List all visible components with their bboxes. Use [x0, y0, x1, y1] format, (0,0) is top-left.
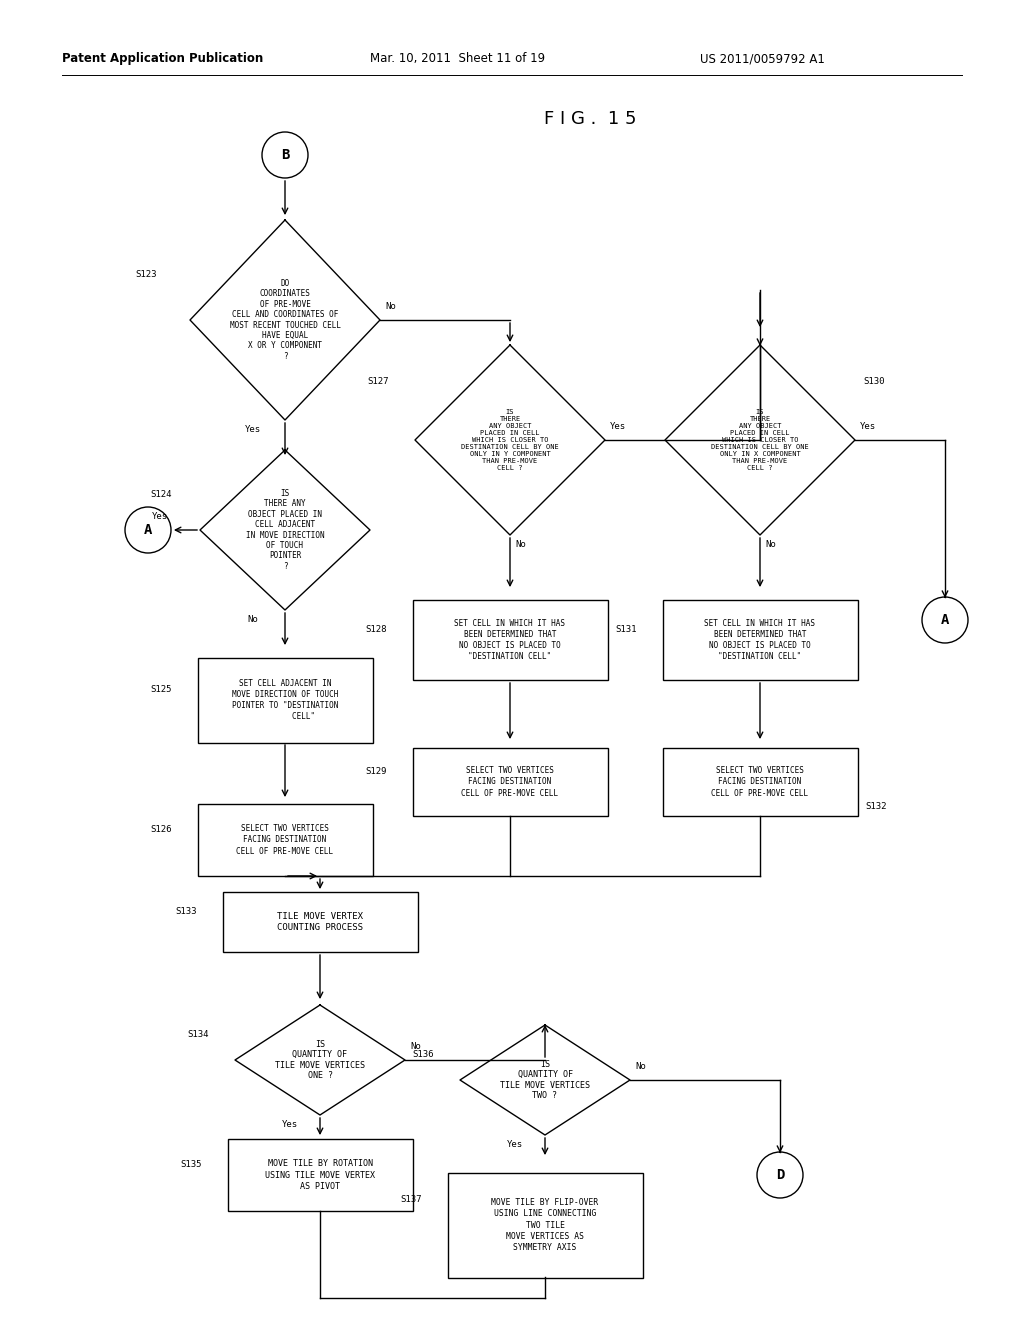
Text: No: No: [515, 540, 525, 549]
Bar: [413, 601, 607, 680]
Bar: [198, 804, 373, 876]
Text: IS
THERE ANY
OBJECT PLACED IN
CELL ADJACENT
IN MOVE DIRECTION
OF TOUCH
POINTER
?: IS THERE ANY OBJECT PLACED IN CELL ADJAC…: [246, 490, 325, 570]
Text: S137: S137: [400, 1195, 422, 1204]
Bar: [227, 1139, 413, 1210]
Text: S123: S123: [135, 271, 157, 279]
Text: S128: S128: [365, 624, 386, 634]
Text: DO
COORDINATES
OF PRE-MOVE
CELL AND COORDINATES OF
MOST RECENT TOUCHED CELL
HAVE: DO COORDINATES OF PRE-MOVE CELL AND COOR…: [229, 279, 341, 360]
Text: S132: S132: [865, 803, 887, 810]
Text: No: No: [385, 302, 395, 312]
Text: F I G .  1 5: F I G . 1 5: [544, 110, 636, 128]
Text: SELECT TWO VERTICES
FACING DESTINATION
CELL OF PRE-MOVE CELL: SELECT TWO VERTICES FACING DESTINATION C…: [237, 825, 334, 855]
Text: S130: S130: [863, 378, 885, 385]
Text: No: No: [247, 615, 258, 624]
Text: A: A: [143, 523, 153, 537]
Bar: [413, 748, 607, 816]
Text: Yes: Yes: [610, 422, 626, 432]
Text: B: B: [281, 148, 289, 162]
Text: IS
QUANTITY OF
TILE MOVE VERTICES
ONE ?: IS QUANTITY OF TILE MOVE VERTICES ONE ?: [275, 1040, 365, 1080]
Text: No: No: [635, 1063, 646, 1071]
Text: No: No: [765, 540, 776, 549]
Text: Mar. 10, 2011  Sheet 11 of 19: Mar. 10, 2011 Sheet 11 of 19: [370, 51, 545, 65]
Text: SELECT TWO VERTICES
FACING DESTINATION
CELL OF PRE-MOVE CELL: SELECT TWO VERTICES FACING DESTINATION C…: [462, 767, 558, 797]
Text: Yes: Yes: [860, 422, 877, 432]
Text: S129: S129: [365, 767, 386, 776]
Text: IS
THERE
ANY OBJECT
PLACED IN CELL
WHICH IS CLOSER TO
DESTINATION CELL BY ONE
ON: IS THERE ANY OBJECT PLACED IN CELL WHICH…: [461, 409, 559, 471]
Bar: [663, 748, 857, 816]
Text: SELECT TWO VERTICES
FACING DESTINATION
CELL OF PRE-MOVE CELL: SELECT TWO VERTICES FACING DESTINATION C…: [712, 767, 809, 797]
Text: S127: S127: [367, 378, 388, 385]
Bar: [222, 892, 418, 952]
Text: S125: S125: [150, 685, 171, 694]
Text: MOVE TILE BY ROTATION
USING TILE MOVE VERTEX
AS PIVOT: MOVE TILE BY ROTATION USING TILE MOVE VE…: [265, 1159, 375, 1191]
Text: S134: S134: [187, 1030, 209, 1039]
Text: MOVE TILE BY FLIP-OVER
USING LINE CONNECTING
TWO TILE
MOVE VERTICES AS
SYMMETRY : MOVE TILE BY FLIP-OVER USING LINE CONNEC…: [492, 1199, 599, 1251]
Text: S136: S136: [412, 1049, 433, 1059]
Text: SET CELL IN WHICH IT HAS
BEEN DETERMINED THAT
NO OBJECT IS PLACED TO
"DESTINATIO: SET CELL IN WHICH IT HAS BEEN DETERMINED…: [705, 619, 815, 661]
Text: D: D: [776, 1168, 784, 1181]
Text: Yes: Yes: [152, 512, 168, 521]
Text: IS
THERE
ANY OBJECT
PLACED IN CELL
WHICH IS CLOSER TO
DESTINATION CELL BY ONE
ON: IS THERE ANY OBJECT PLACED IN CELL WHICH…: [711, 409, 809, 471]
Text: A: A: [941, 612, 949, 627]
Text: Yes: Yes: [507, 1140, 523, 1148]
Text: US 2011/0059792 A1: US 2011/0059792 A1: [700, 51, 825, 65]
Bar: [198, 657, 373, 742]
Bar: [447, 1172, 642, 1278]
Text: Yes: Yes: [245, 425, 261, 434]
Text: SET CELL ADJACENT IN
MOVE DIRECTION OF TOUCH
POINTER TO "DESTINATION
        CEL: SET CELL ADJACENT IN MOVE DIRECTION OF T…: [231, 678, 338, 721]
Text: No: No: [410, 1041, 421, 1051]
Text: S135: S135: [180, 1160, 202, 1170]
Text: Yes: Yes: [282, 1119, 298, 1129]
Text: S133: S133: [175, 907, 197, 916]
Text: SET CELL IN WHICH IT HAS
BEEN DETERMINED THAT
NO OBJECT IS PLACED TO
"DESTINATIO: SET CELL IN WHICH IT HAS BEEN DETERMINED…: [455, 619, 565, 661]
Text: S126: S126: [150, 825, 171, 834]
Text: IS
QUANTITY OF
TILE MOVE VERTICES
TWO ?: IS QUANTITY OF TILE MOVE VERTICES TWO ?: [500, 1060, 590, 1100]
Text: S131: S131: [615, 624, 637, 634]
Text: S124: S124: [150, 490, 171, 499]
Bar: [663, 601, 857, 680]
Text: TILE MOVE VERTEX
COUNTING PROCESS: TILE MOVE VERTEX COUNTING PROCESS: [278, 912, 362, 932]
Text: Patent Application Publication: Patent Application Publication: [62, 51, 263, 65]
